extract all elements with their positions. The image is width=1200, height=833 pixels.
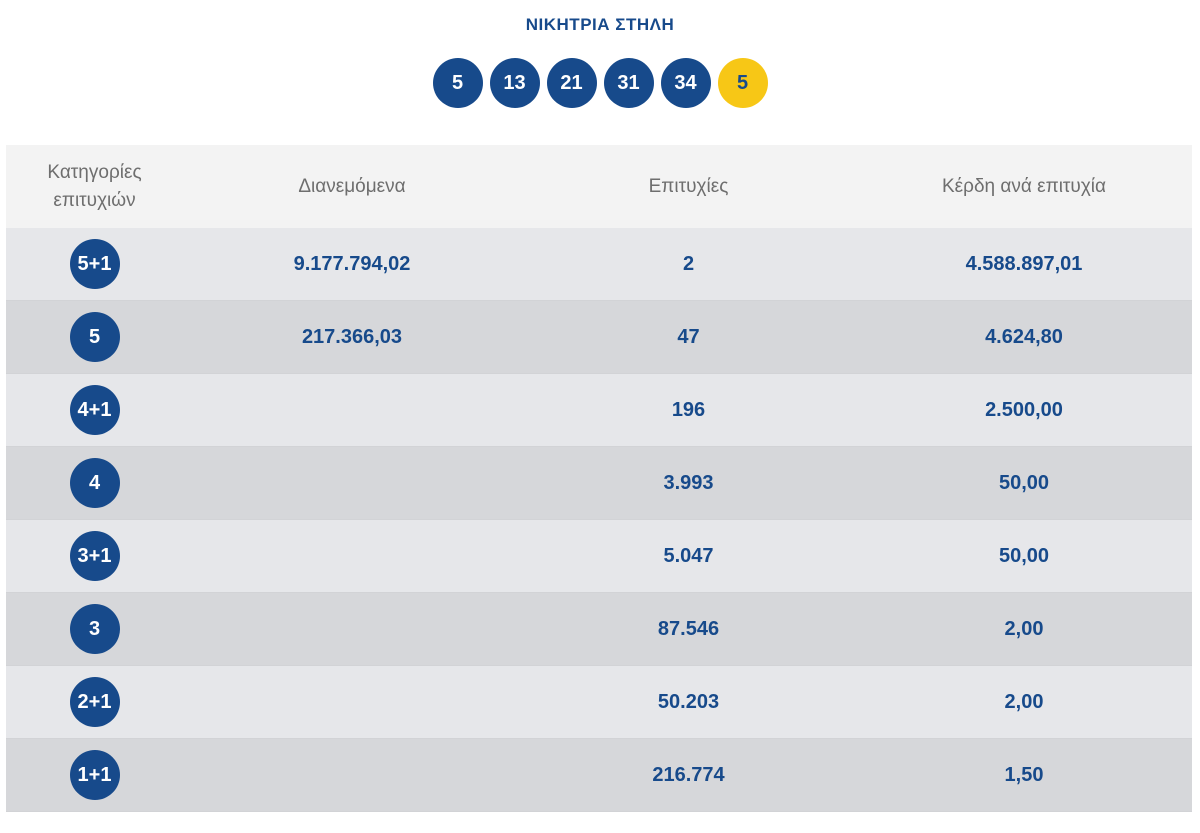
header-prize: Κέρδη ανά επιτυχία — [942, 175, 1106, 197]
category-badge: 2+1 — [69, 677, 120, 727]
prize-cell: 50,00 — [998, 544, 1050, 567]
number-ball: 31 — [603, 58, 654, 108]
winners-cell: 50.203 — [657, 690, 720, 713]
prize-cell: 2,00 — [1004, 617, 1044, 640]
winners-cell: 2 — [682, 252, 695, 275]
joker-ball: 5 — [717, 58, 768, 108]
prize-cell: 50,00 — [998, 471, 1050, 494]
table-row: 5 217.366,03 47 4.624,80 — [6, 301, 1192, 374]
category-badge: 4+1 — [69, 385, 120, 435]
category-badge: 3 — [69, 604, 120, 654]
category-badge: 5 — [69, 312, 120, 362]
prize-table: Κατηγορίες επιτυχιών Διανεμόμενα Επιτυχί… — [6, 145, 1192, 812]
prize-cell: 4.624,80 — [985, 325, 1063, 348]
table-row: 3 87.546 2,00 — [6, 593, 1192, 666]
table-row: 4 3.993 50,00 — [6, 447, 1192, 520]
category-badge: 3+1 — [69, 531, 120, 581]
distributed-cell: 217.366,03 — [301, 325, 403, 348]
number-ball: 34 — [660, 58, 711, 108]
table-header: Κατηγορίες επιτυχιών Διανεμόμενα Επιτυχί… — [6, 145, 1192, 228]
prize-cell: 1,50 — [1004, 763, 1044, 786]
number-ball: 5 — [432, 58, 483, 108]
winning-numbers: 5 13 21 31 34 5 — [0, 58, 1200, 108]
number-ball: 13 — [489, 58, 540, 108]
distributed-cell: 9.177.794,02 — [293, 252, 411, 275]
number-ball: 21 — [546, 58, 597, 108]
table-row: 5+1 9.177.794,02 2 4.588.897,01 — [6, 228, 1192, 301]
winners-cell: 216.774 — [652, 763, 725, 786]
winners-cell: 87.546 — [657, 617, 720, 640]
winners-cell: 196 — [671, 398, 706, 421]
table-row: 3+1 5.047 50,00 — [6, 520, 1192, 593]
winners-cell: 5.047 — [663, 544, 714, 567]
header-distributed: Διανεμόμενα — [298, 175, 406, 197]
prize-cell: 2.500,00 — [985, 398, 1063, 421]
table-row: 2+1 50.203 2,00 — [6, 666, 1192, 739]
prize-cell: 2,00 — [1004, 690, 1044, 713]
table-row: 4+1 196 2.500,00 — [6, 374, 1192, 447]
category-badge: 1+1 — [69, 750, 120, 800]
prize-cell: 4.588.897,01 — [965, 252, 1083, 275]
winners-cell: 3.993 — [663, 471, 714, 494]
category-badge: 5+1 — [69, 239, 120, 289]
winning-column-title: ΝΙΚΗΤΡΙΑ ΣΤΗΛΗ — [525, 15, 675, 34]
table-row: 1+1 216.774 1,50 — [6, 739, 1192, 812]
header-winners: Επιτυχίες — [648, 175, 729, 197]
winners-cell: 47 — [677, 325, 700, 348]
header-category: Κατηγορίες επιτυχιών — [47, 161, 142, 211]
category-badge: 4 — [69, 458, 120, 508]
